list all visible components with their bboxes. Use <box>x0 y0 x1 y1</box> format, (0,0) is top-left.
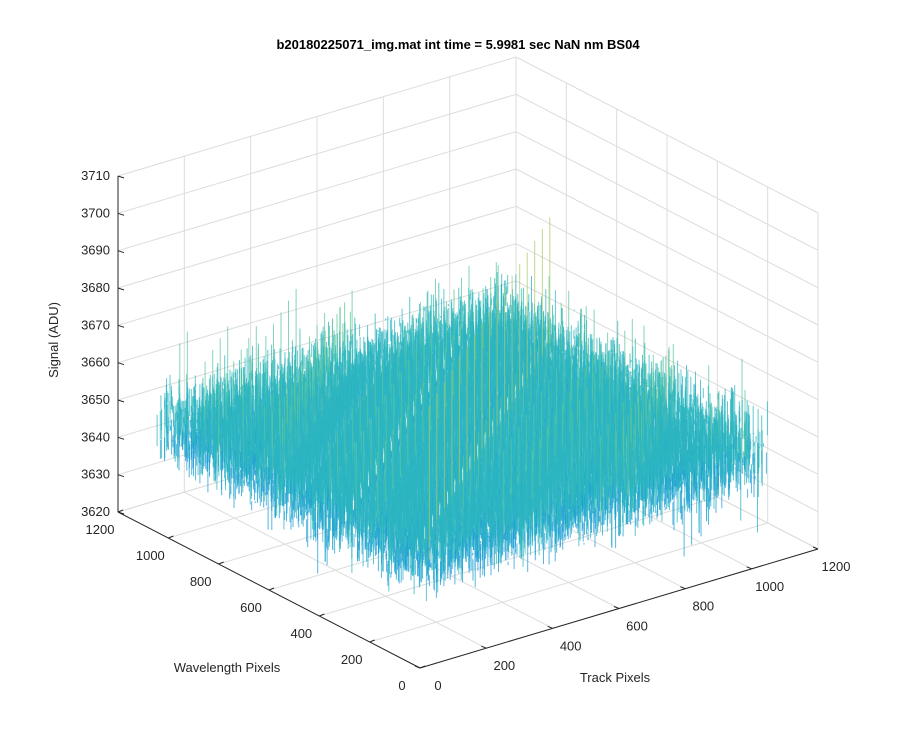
back-wall-grid-z <box>117 131 517 252</box>
back-wall-grid-z <box>117 93 517 214</box>
back-wall-grid-z <box>117 243 517 364</box>
side-wall-grid-z <box>515 243 819 401</box>
floor-grid-y <box>369 522 768 643</box>
side-wall-grid-z <box>515 168 819 326</box>
side-wall-grid-z <box>515 205 819 363</box>
floor-grid-y <box>319 496 718 617</box>
surface-mesh <box>156 217 768 602</box>
side-wall-grid-z <box>515 93 819 251</box>
back-wall-grid-z <box>117 168 517 289</box>
back-wall-grid-z <box>117 56 517 177</box>
back-wall-grid-z <box>117 205 517 326</box>
side-wall-grid-z <box>515 56 819 214</box>
side-wall-grid-z <box>515 131 819 289</box>
